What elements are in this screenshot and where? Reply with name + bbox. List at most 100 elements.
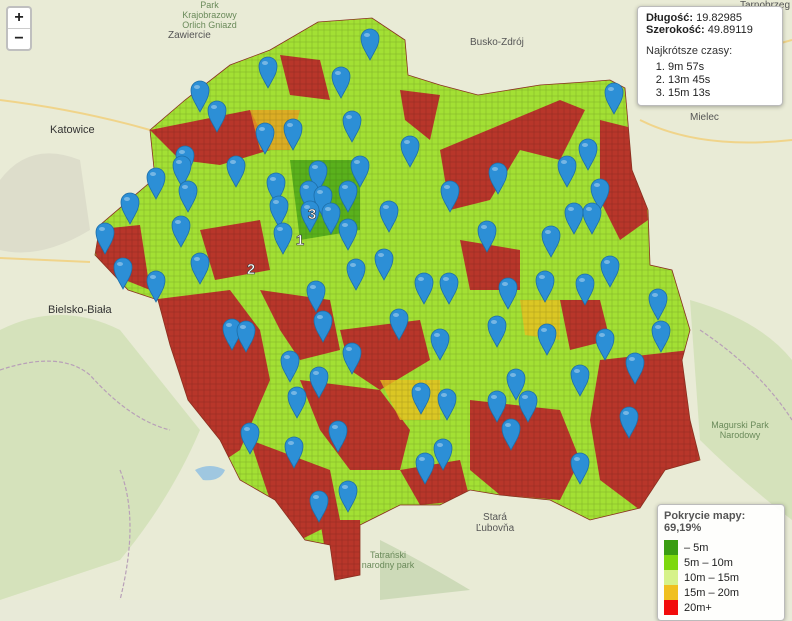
map-pin-icon[interactable] xyxy=(172,155,192,188)
legend-swatch xyxy=(664,570,678,585)
map-pin-icon[interactable] xyxy=(619,406,639,439)
map-pin-icon[interactable] xyxy=(146,167,166,200)
map-pin-icon[interactable] xyxy=(360,28,380,61)
map-pin-icon[interactable] xyxy=(240,422,260,455)
longitude-value: 19.82985 xyxy=(696,12,743,24)
map-pin-icon[interactable] xyxy=(374,248,394,281)
map-pin-icon[interactable] xyxy=(269,195,289,228)
legend-swatch xyxy=(664,540,678,555)
legend-swatch xyxy=(664,555,678,570)
map-pin-icon[interactable] xyxy=(273,222,293,255)
map-pin-icon[interactable] xyxy=(95,222,115,255)
coordinates-info-panel: Długość: 19.82985 Szerokość: 49.89119 Na… xyxy=(637,6,783,106)
map-pin-icon[interactable] xyxy=(346,258,366,291)
map-pin-icon[interactable] xyxy=(266,172,286,205)
map-pin-icon[interactable] xyxy=(306,280,326,313)
shortest-time-item: 15m 13s xyxy=(668,87,774,100)
legend-item: 20m+ xyxy=(664,600,778,615)
station-markers xyxy=(95,28,671,523)
map-pin-icon[interactable] xyxy=(190,80,210,113)
map-pin-icon[interactable] xyxy=(389,308,409,341)
rank-labels: 1 2 3 xyxy=(247,206,317,279)
map-pin-icon[interactable] xyxy=(338,180,358,213)
shortest-time-item: 9m 57s xyxy=(668,61,774,74)
map-pin-icon[interactable] xyxy=(557,155,577,188)
map-pin-icon[interactable] xyxy=(604,82,624,115)
map-pin-icon[interactable] xyxy=(600,255,620,288)
map-pin-icon[interactable] xyxy=(651,320,671,353)
map-pin-icon[interactable] xyxy=(433,438,453,471)
map-pin-icon[interactable] xyxy=(342,110,362,143)
map-pin-icon[interactable] xyxy=(342,342,362,375)
map-pin-icon[interactable] xyxy=(338,480,358,513)
map-pin-icon[interactable] xyxy=(113,257,133,290)
map-pin-icon[interactable] xyxy=(477,220,497,253)
legend-item: 5m – 10m xyxy=(664,555,778,570)
map-pin-icon[interactable] xyxy=(146,270,166,303)
map-pin-icon[interactable] xyxy=(414,272,434,305)
map-pin-icon[interactable] xyxy=(300,200,320,233)
zoom-out-button[interactable]: − xyxy=(8,28,30,49)
map-pin-icon[interactable] xyxy=(506,368,526,401)
map-pin-icon[interactable] xyxy=(575,273,595,306)
map-pin-icon[interactable] xyxy=(331,66,351,99)
map-pin-icon[interactable] xyxy=(498,277,518,310)
map-pin-icon[interactable] xyxy=(308,160,328,193)
map-pin-icon[interactable] xyxy=(321,202,341,235)
map-pin-icon[interactable] xyxy=(284,436,304,469)
map-pin-icon[interactable] xyxy=(309,490,329,523)
map-pin-icon[interactable] xyxy=(430,328,450,361)
map-pin-icon[interactable] xyxy=(283,118,303,151)
map-pin-icon[interactable] xyxy=(207,100,227,133)
rank-label-3: 3 xyxy=(308,206,316,223)
map-pin-icon[interactable] xyxy=(590,178,610,211)
map-pin-icon[interactable] xyxy=(541,225,561,258)
legend-swatch xyxy=(664,585,678,600)
map-pin-icon[interactable] xyxy=(328,420,348,453)
map-pin-icon[interactable] xyxy=(582,202,602,235)
map-pin-icon[interactable] xyxy=(564,202,584,235)
map-pin-icon[interactable] xyxy=(648,288,668,321)
map-pin-icon[interactable] xyxy=(309,366,329,399)
map-pin-icon[interactable] xyxy=(190,252,210,285)
map-pin-icon[interactable] xyxy=(120,192,140,225)
map-pin-icon[interactable] xyxy=(338,218,358,251)
zoom-in-button[interactable]: + xyxy=(14,9,24,26)
place-label-mielec: Mielec xyxy=(690,112,719,123)
map-pin-icon[interactable] xyxy=(537,323,557,356)
map-pin-icon[interactable] xyxy=(595,328,615,361)
map-pin-icon[interactable] xyxy=(535,270,555,303)
map-pin-icon[interactable] xyxy=(570,452,590,485)
map-pin-icon[interactable] xyxy=(578,138,598,171)
map-pin-icon[interactable] xyxy=(350,155,370,188)
map-pin-icon[interactable] xyxy=(226,155,246,188)
map-pin-icon[interactable] xyxy=(287,386,307,419)
map-pin-icon[interactable] xyxy=(379,200,399,233)
map-pin-icon[interactable] xyxy=(501,418,521,451)
map-pin-icon[interactable] xyxy=(236,320,256,353)
map-pin-icon[interactable] xyxy=(280,350,300,383)
shortest-times-label: Najkrótsze czasy: xyxy=(646,45,733,57)
place-label-tarnobrzeg: Tarnobrzeg xyxy=(740,0,790,11)
map-pin-icon[interactable] xyxy=(258,56,278,89)
map-pin-icon[interactable] xyxy=(415,452,435,485)
rank-label-1: 1 xyxy=(296,232,304,249)
map-pin-icon[interactable] xyxy=(255,122,275,155)
map-pin-icon[interactable] xyxy=(313,310,333,343)
map-pin-icon[interactable] xyxy=(487,315,507,348)
map-pin-icon[interactable] xyxy=(487,390,507,423)
latitude-row: Szerokość: 49.89119 xyxy=(646,24,753,36)
legend-item: 15m – 20m xyxy=(664,585,778,600)
map-pin-icon[interactable] xyxy=(411,382,431,415)
map-pin-icon[interactable] xyxy=(440,180,460,213)
legend-swatch xyxy=(664,600,678,615)
map-pin-icon[interactable] xyxy=(439,272,459,305)
map-pin-icon[interactable] xyxy=(625,352,645,385)
map-pin-icon[interactable] xyxy=(570,364,590,397)
map-pin-icon[interactable] xyxy=(488,162,508,195)
map-pin-icon[interactable] xyxy=(178,180,198,213)
map-pin-icon[interactable] xyxy=(437,388,457,421)
map-pin-icon[interactable] xyxy=(518,390,538,423)
map-pin-icon[interactable] xyxy=(400,135,420,168)
map-pin-icon[interactable] xyxy=(171,215,191,248)
